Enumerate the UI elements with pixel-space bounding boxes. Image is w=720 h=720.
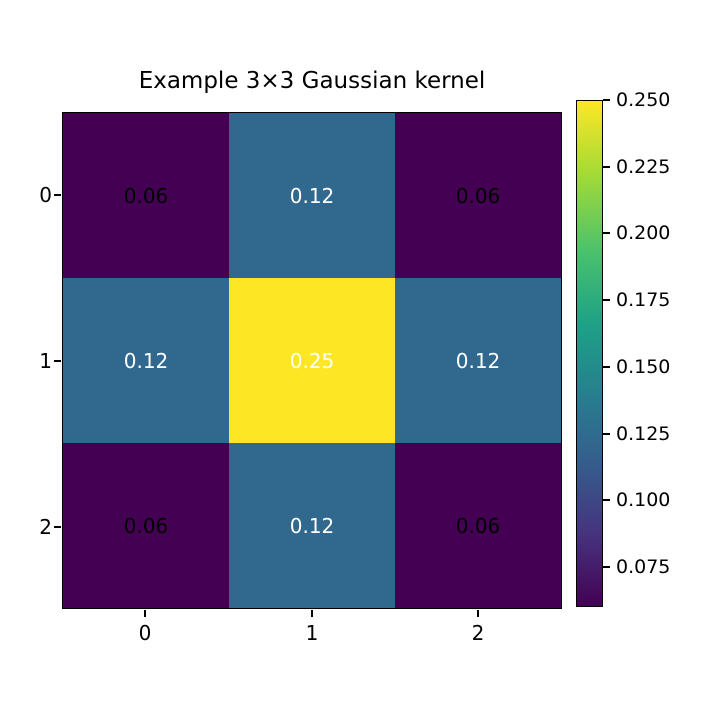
heatmap-cell-1-2: 0.12 xyxy=(395,278,561,443)
x-tick-label-1: 1 xyxy=(305,621,319,645)
y-tick-label-0: 0 xyxy=(39,183,52,207)
heatmap-cell-0-1: 0.12 xyxy=(229,113,395,278)
colorbar-tick-label: 0.200 xyxy=(616,222,671,245)
colorbar-tick-2: 0.200 xyxy=(603,222,670,244)
colorbar-tick-label: 0.100 xyxy=(616,489,671,512)
x-axis-tick-mark-1 xyxy=(311,610,313,617)
heatmap-cell-2-2: 0.06 xyxy=(395,443,561,608)
heatmap-cell-0-2: 0.06 xyxy=(395,113,561,278)
heatmap-cell-1-0: 0.12 xyxy=(63,278,229,443)
chart-title: Example 3×3 Gaussian kernel xyxy=(138,68,486,94)
heatmap-cell-2-1: 0.12 xyxy=(229,443,395,608)
heatmap-grid: 0.06 0.12 0.06 0.12 0.25 0.12 0.06 0.12 … xyxy=(62,112,562,609)
colorbar-tick-5: 0.125 xyxy=(603,423,670,445)
x-axis-tick-mark-0 xyxy=(144,610,146,617)
heatmap-cell-0-0: 0.06 xyxy=(63,113,229,278)
heatmap-cell-2-0: 0.06 xyxy=(63,443,229,608)
colorbar-tick-mark xyxy=(603,365,610,368)
colorbar-tick-label: 0.150 xyxy=(616,355,671,378)
colorbar-tick-mark xyxy=(603,432,610,435)
colorbar-tick-6: 0.100 xyxy=(603,489,670,511)
colorbar-tick-1: 0.225 xyxy=(603,156,670,178)
y-axis-tick-mark-2 xyxy=(54,526,61,528)
colorbar-tick-label: 0.250 xyxy=(616,89,671,111)
x-tick-label-2: 2 xyxy=(471,621,485,645)
y-axis-tick-mark-1 xyxy=(54,360,61,362)
y-tick-label-2: 2 xyxy=(39,515,52,539)
heatmap-cell-1-1: 0.25 xyxy=(229,278,395,443)
colorbar-tick-mark xyxy=(603,232,610,235)
colorbar-tick-3: 0.175 xyxy=(603,289,670,311)
colorbar-tick-4: 0.150 xyxy=(603,356,670,378)
colorbar-tick-mark xyxy=(603,565,610,568)
x-axis-tick-mark-2 xyxy=(477,610,479,617)
colorbar-tick-label: 0.125 xyxy=(616,422,671,445)
colorbar-gradient xyxy=(576,100,603,607)
x-tick-label-0: 0 xyxy=(138,621,152,645)
colorbar-tick-mark xyxy=(603,99,610,101)
y-axis-tick-mark-0 xyxy=(54,194,61,196)
colorbar-tick-mark xyxy=(603,499,610,502)
colorbar-tick-mark xyxy=(603,299,610,302)
colorbar-tick-label: 0.225 xyxy=(616,155,671,178)
colorbar-tick-7: 0.075 xyxy=(603,556,670,578)
colorbar-tick-mark xyxy=(603,165,610,168)
colorbar-tick-label: 0.175 xyxy=(616,289,671,312)
colorbar-ticks: 0.250 0.225 0.200 0.175 0.150 0.125 0.10… xyxy=(603,89,703,607)
y-tick-label-1: 1 xyxy=(39,349,52,373)
colorbar-tick-0: 0.250 xyxy=(603,89,670,111)
colorbar-tick-label: 0.075 xyxy=(616,555,671,578)
